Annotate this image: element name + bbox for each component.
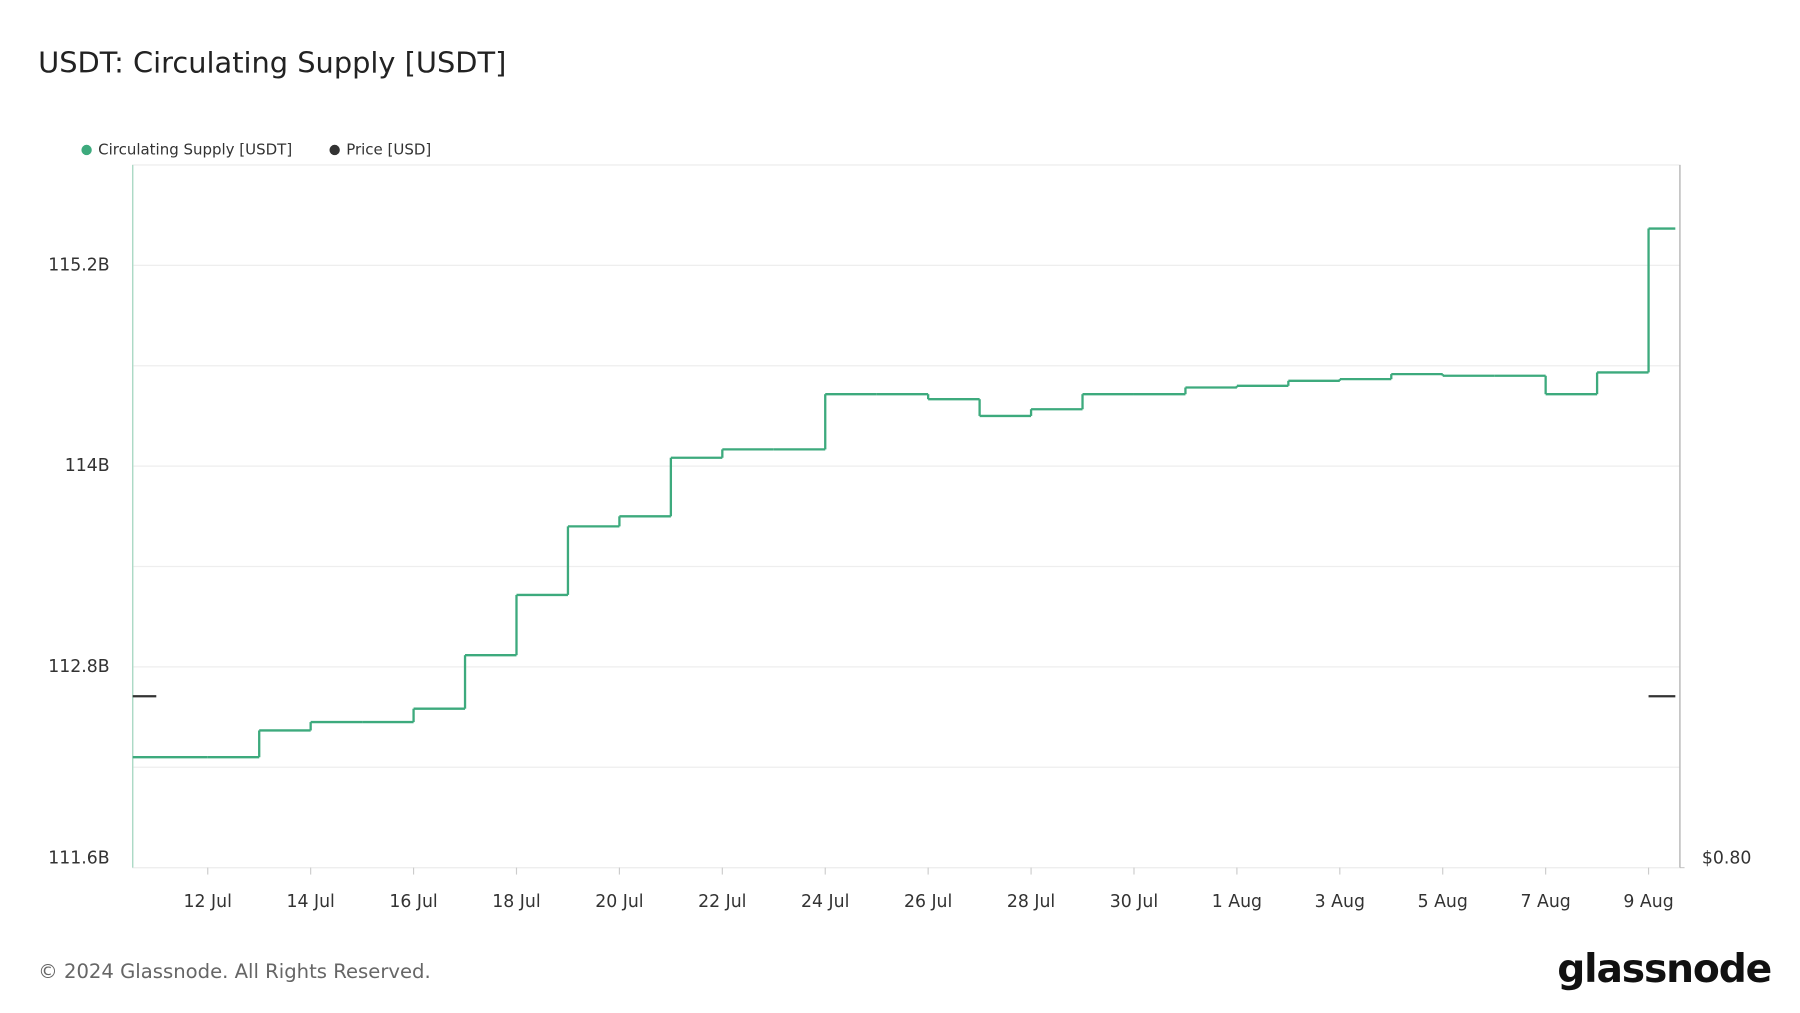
chart-title: USDT: Circulating Supply [USDT] [38,46,506,80]
y-tick-label: 112.8B [48,657,109,677]
brand-logo: glassnode [1557,947,1771,992]
x-tick-label: 5 Aug [1418,892,1468,912]
y-tick-label: 111.6B [48,848,109,868]
x-tick-label: 12 Jul [184,892,232,912]
x-tick-label: 24 Jul [801,892,849,912]
x-tick-label: 28 Jul [1007,892,1055,912]
y2-tick-label: $0.80 [1702,848,1752,868]
footer: © 2024 Glassnode. All Rights Reserved. [38,960,431,983]
x-tick-label: 20 Jul [595,892,643,912]
x-tick-label: 18 Jul [492,892,540,912]
x-tick-label: 14 Jul [286,892,334,912]
legend-marker [329,144,340,156]
legend-label: Circulating Supply [USDT] [98,140,292,158]
legend-label: Price [USD] [346,140,431,158]
legend-marker [81,144,92,156]
y-tick-label: 115.2B [48,255,109,275]
x-tick-label: 7 Aug [1521,892,1571,912]
y-tick-label: 114B [65,456,110,476]
plot-area [132,164,1681,869]
x-tick-label: 3 Aug [1315,892,1365,912]
x-tick-label: 30 Jul [1110,892,1158,912]
x-tick-label: 16 Jul [389,892,437,912]
x-tick-label: 22 Jul [698,892,746,912]
x-tick-label: 1 Aug [1212,892,1262,912]
x-tick-label: 9 Aug [1623,892,1673,912]
x-tick-label: 26 Jul [904,892,952,912]
